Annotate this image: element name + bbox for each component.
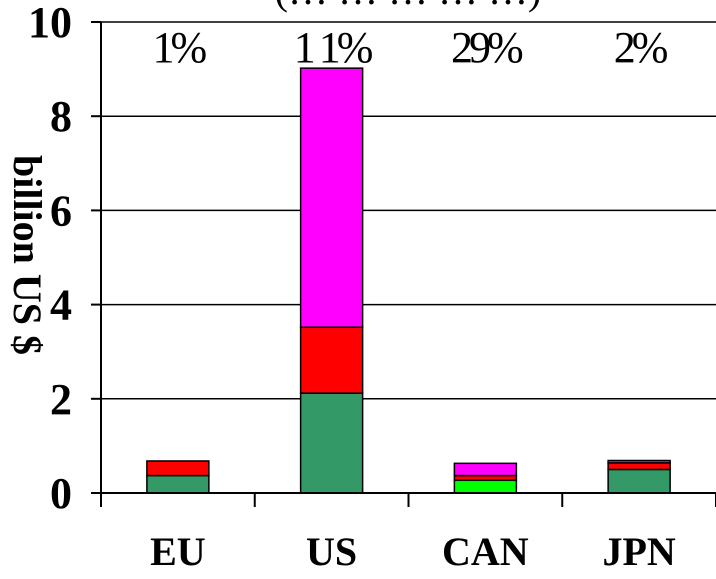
y-tick-labels: 0 2 4 6 8 10 bbox=[28, 0, 72, 518]
bar-can-segment-1 bbox=[453, 479, 518, 494]
y-tick-label-0: 0 bbox=[50, 469, 72, 518]
percent-labels: 1% 1 1% 29% 2% bbox=[153, 23, 672, 72]
bar-jpn-segment-3 bbox=[607, 459, 671, 464]
category-label-eu: EU bbox=[150, 529, 206, 574]
y-tick-label-2: 4 bbox=[50, 281, 72, 330]
bar-can-segment-3 bbox=[453, 462, 518, 477]
percent-label-jpn: 2% bbox=[614, 23, 668, 72]
y-tick-label-1: 2 bbox=[50, 375, 72, 424]
y-tick-label-5: 10 bbox=[28, 0, 72, 47]
bar-jpn-segment-2 bbox=[607, 462, 671, 471]
chart-title: (… … … … …) bbox=[275, 0, 542, 13]
bar-us-segment-2 bbox=[299, 326, 364, 394]
axes bbox=[91, 21, 716, 507]
percent-label-can: 29% bbox=[451, 23, 523, 72]
category-labels: EU US CAN JPN bbox=[150, 529, 676, 574]
y-axis-label: billion US $ bbox=[5, 155, 50, 355]
bar-us-segment-3 bbox=[299, 67, 364, 328]
percent-label-us: 1 1% bbox=[294, 23, 373, 72]
bars bbox=[146, 67, 671, 494]
percent-label-eu: 1% bbox=[153, 23, 207, 72]
bar-jpn-segment-0 bbox=[607, 468, 671, 494]
y-tick-label-4: 8 bbox=[50, 92, 72, 141]
bar-eu-segment-0 bbox=[146, 474, 210, 494]
bar-eu-segment-2 bbox=[146, 460, 210, 477]
bar-us-segment-0 bbox=[299, 392, 364, 494]
category-label-can: CAN bbox=[442, 529, 529, 574]
gridlines bbox=[101, 21, 716, 400]
y-tick-label-3: 6 bbox=[50, 186, 72, 235]
category-label-us: US bbox=[306, 529, 357, 574]
category-label-jpn: JPN bbox=[602, 529, 675, 574]
